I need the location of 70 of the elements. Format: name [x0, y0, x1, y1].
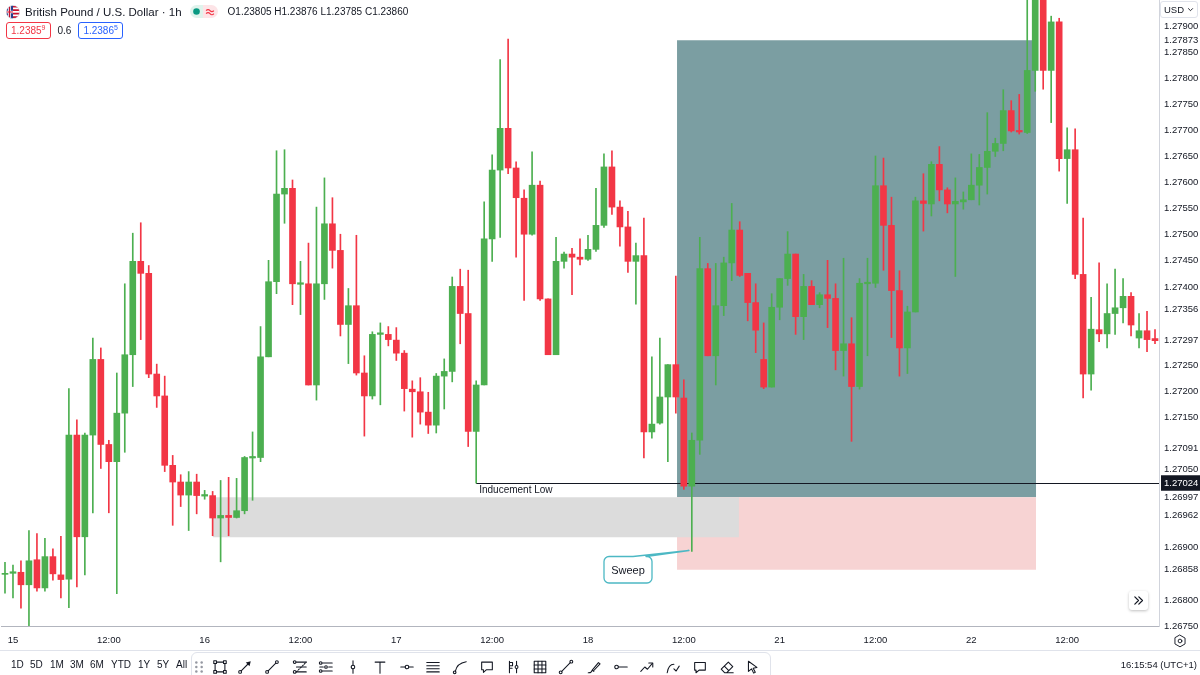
candlestick: [185, 471, 193, 531]
y-tick-label: 1.27500: [1164, 228, 1199, 240]
x-tick-label: 12:00: [96, 634, 121, 646]
x-tick-label: 12:00: [1055, 634, 1080, 646]
y-tick-label: 1.27873: [1164, 33, 1199, 45]
candlestick: [1143, 311, 1151, 352]
chart-title: British Pound / U.S. Dollar · 1h: [25, 5, 182, 18]
text: 5D: [30, 659, 43, 671]
candlestick: [1151, 329, 1159, 345]
y-tick-label: 1.26858: [1164, 563, 1199, 575]
text: All: [176, 659, 188, 671]
candlestick: [113, 372, 121, 594]
candlestick: [1063, 127, 1071, 204]
text: 16:15:54 (UTC+1): [1120, 659, 1197, 671]
x-tick-label: 17: [391, 634, 402, 646]
x-tick-label: 15: [7, 634, 19, 646]
candlestick: [1135, 313, 1143, 349]
y-tick-label: 1.27600: [1164, 176, 1199, 188]
y-tick-label: 1.27297: [1164, 334, 1199, 346]
y-tick-label: 1.27150: [1164, 410, 1199, 422]
text: 6M: [90, 659, 104, 671]
y-tick-label: 1.27800: [1164, 71, 1199, 83]
annotation: Sweep: [610, 563, 646, 578]
y-tick-label: 1.26900: [1164, 541, 1199, 553]
candlestick: [568, 247, 576, 296]
candlestick: [576, 238, 584, 266]
y-tick-label: 1.26962: [1164, 509, 1199, 521]
y-tick-label: 1.27200: [1164, 384, 1199, 396]
y-tick-label: 1.27650: [1164, 150, 1199, 162]
annotation: 0.6: [56, 25, 73, 36]
candlestick: [672, 275, 680, 414]
y-tick-label: 1.27250: [1164, 358, 1199, 370]
x-tick-label: 16: [199, 634, 210, 646]
y-tick-label: 1.27050: [1164, 463, 1199, 475]
y-tick-label: 1.27900: [1164, 19, 1199, 31]
text: O1.23805 H1.23876 L1.23785 C1.23860: [227, 6, 409, 17]
y-tick-label: 1.27850: [1164, 45, 1199, 57]
y-tick-label: 1.27024: [1164, 476, 1199, 488]
y-tick-label: 1.27356: [1164, 303, 1199, 315]
y-tick-label: 1.26800: [1164, 593, 1199, 605]
y-tick-label: 1.27091: [1164, 441, 1199, 453]
x-tick-label: 12:00: [863, 634, 888, 646]
ref-line-label: Inducement Low: [479, 484, 554, 496]
x-tick-label: 21: [774, 634, 785, 646]
y-tick-label: 1.26997: [1164, 490, 1199, 502]
text: 3M: [70, 659, 84, 671]
text: 1Y: [138, 659, 151, 671]
x-tick-label: 18: [582, 634, 594, 646]
annotation: 1.2385$^{9}$: [6, 22, 51, 39]
y-tick-label: 1.27450: [1164, 254, 1199, 266]
y-tick-label: 1.26750: [1164, 619, 1199, 631]
candlestick: [1, 562, 9, 594]
y-tick-label: 1.27750: [1164, 97, 1199, 109]
x-tick-label: 12:00: [288, 634, 313, 646]
x-tick-label: 22: [966, 634, 977, 646]
candlestick: [632, 242, 640, 305]
candlestick: [1111, 268, 1119, 335]
y-tick-label: 1.27400: [1164, 280, 1199, 292]
text: YTD: [111, 659, 131, 671]
text: 1D: [11, 659, 24, 671]
y-tick-label: 1.27550: [1164, 202, 1199, 214]
currency-button: USD: [1160, 1, 1198, 18]
x-tick-label: 12:00: [480, 634, 505, 646]
text: 1M: [50, 659, 64, 671]
candlestick: [9, 564, 17, 599]
y-tick-label: 1.27700: [1164, 124, 1199, 136]
candlestick: [1095, 262, 1103, 343]
annotation: 1.2386$^{5}$: [78, 22, 123, 39]
text: 5Y: [157, 659, 170, 671]
x-tick-label: 12:00: [671, 634, 696, 646]
